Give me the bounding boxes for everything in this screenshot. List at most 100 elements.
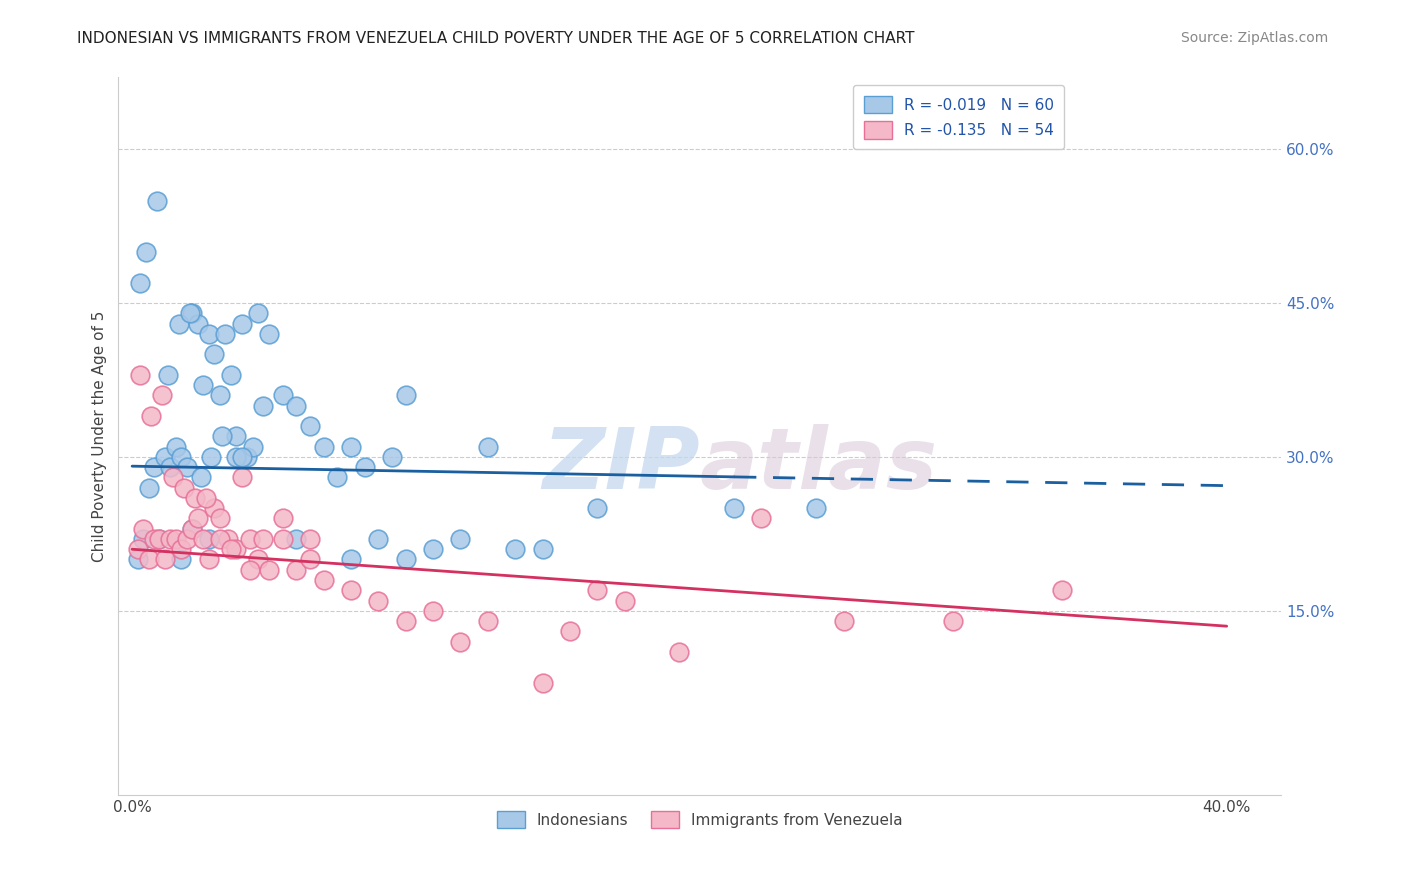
Text: atlas: atlas: [700, 424, 938, 507]
Point: [751, 511, 773, 525]
Point: [181, 306, 204, 320]
Point: [246, 552, 269, 566]
Point: [422, 542, 444, 557]
Point: [165, 532, 187, 546]
Point: [202, 347, 225, 361]
Point: [326, 470, 349, 484]
Point: [148, 532, 170, 546]
Point: [312, 573, 335, 587]
Point: [197, 326, 219, 341]
Point: [225, 429, 247, 443]
Point: [558, 624, 581, 639]
Point: [271, 511, 294, 525]
Point: [195, 491, 218, 505]
Point: [477, 614, 499, 628]
Point: [153, 450, 176, 464]
Point: [211, 429, 233, 443]
Point: [231, 317, 253, 331]
Point: [129, 368, 152, 382]
Point: [586, 501, 609, 516]
Point: [176, 532, 198, 546]
Point: [197, 532, 219, 546]
Point: [127, 552, 149, 566]
Point: [723, 501, 745, 516]
Point: [208, 511, 231, 525]
Point: [219, 368, 242, 382]
Point: [298, 419, 321, 434]
Point: [162, 470, 184, 484]
Point: [132, 532, 155, 546]
Point: [531, 675, 554, 690]
Point: [450, 532, 472, 546]
Point: [197, 552, 219, 566]
Point: [150, 388, 173, 402]
Point: [219, 542, 242, 557]
Point: [285, 399, 308, 413]
Point: [367, 593, 389, 607]
Point: [181, 522, 204, 536]
Text: INDONESIAN VS IMMIGRANTS FROM VENEZUELA CHILD POVERTY UNDER THE AGE OF 5 CORRELA: INDONESIAN VS IMMIGRANTS FROM VENEZUELA …: [77, 31, 915, 46]
Point: [353, 460, 375, 475]
Point: [257, 563, 280, 577]
Point: [176, 460, 198, 475]
Point: [668, 645, 690, 659]
Point: [298, 552, 321, 566]
Point: [170, 450, 193, 464]
Point: [179, 306, 201, 320]
Point: [231, 470, 253, 484]
Point: [395, 388, 418, 402]
Point: [193, 532, 215, 546]
Point: [159, 532, 181, 546]
Point: [138, 552, 160, 566]
Point: [236, 450, 259, 464]
Text: Source: ZipAtlas.com: Source: ZipAtlas.com: [1181, 31, 1329, 45]
Point: [450, 634, 472, 648]
Point: [531, 542, 554, 557]
Point: [239, 563, 262, 577]
Point: [156, 368, 179, 382]
Point: [242, 440, 264, 454]
Point: [477, 440, 499, 454]
Point: [200, 450, 222, 464]
Point: [806, 501, 828, 516]
Point: [298, 532, 321, 546]
Point: [381, 450, 404, 464]
Point: [202, 501, 225, 516]
Point: [153, 552, 176, 566]
Y-axis label: Child Poverty Under the Age of 5: Child Poverty Under the Age of 5: [93, 310, 107, 562]
Point: [187, 511, 209, 525]
Point: [257, 326, 280, 341]
Point: [135, 244, 157, 259]
Point: [942, 614, 965, 628]
Point: [312, 440, 335, 454]
Point: [143, 532, 166, 546]
Point: [422, 604, 444, 618]
Point: [214, 326, 236, 341]
Point: [187, 317, 209, 331]
Point: [225, 450, 247, 464]
Point: [173, 481, 195, 495]
Point: [271, 532, 294, 546]
Point: [613, 593, 636, 607]
Point: [145, 194, 167, 208]
Point: [1052, 583, 1074, 598]
Point: [252, 532, 274, 546]
Point: [285, 563, 308, 577]
Point: [208, 532, 231, 546]
Text: ZIP: ZIP: [543, 424, 700, 507]
Point: [239, 532, 262, 546]
Point: [503, 542, 526, 557]
Point: [129, 276, 152, 290]
Point: [271, 388, 294, 402]
Point: [141, 409, 163, 423]
Point: [225, 542, 247, 557]
Point: [165, 440, 187, 454]
Point: [190, 470, 212, 484]
Point: [193, 378, 215, 392]
Point: [217, 532, 239, 546]
Point: [395, 552, 418, 566]
Point: [367, 532, 389, 546]
Point: [143, 460, 166, 475]
Point: [586, 583, 609, 598]
Point: [208, 388, 231, 402]
